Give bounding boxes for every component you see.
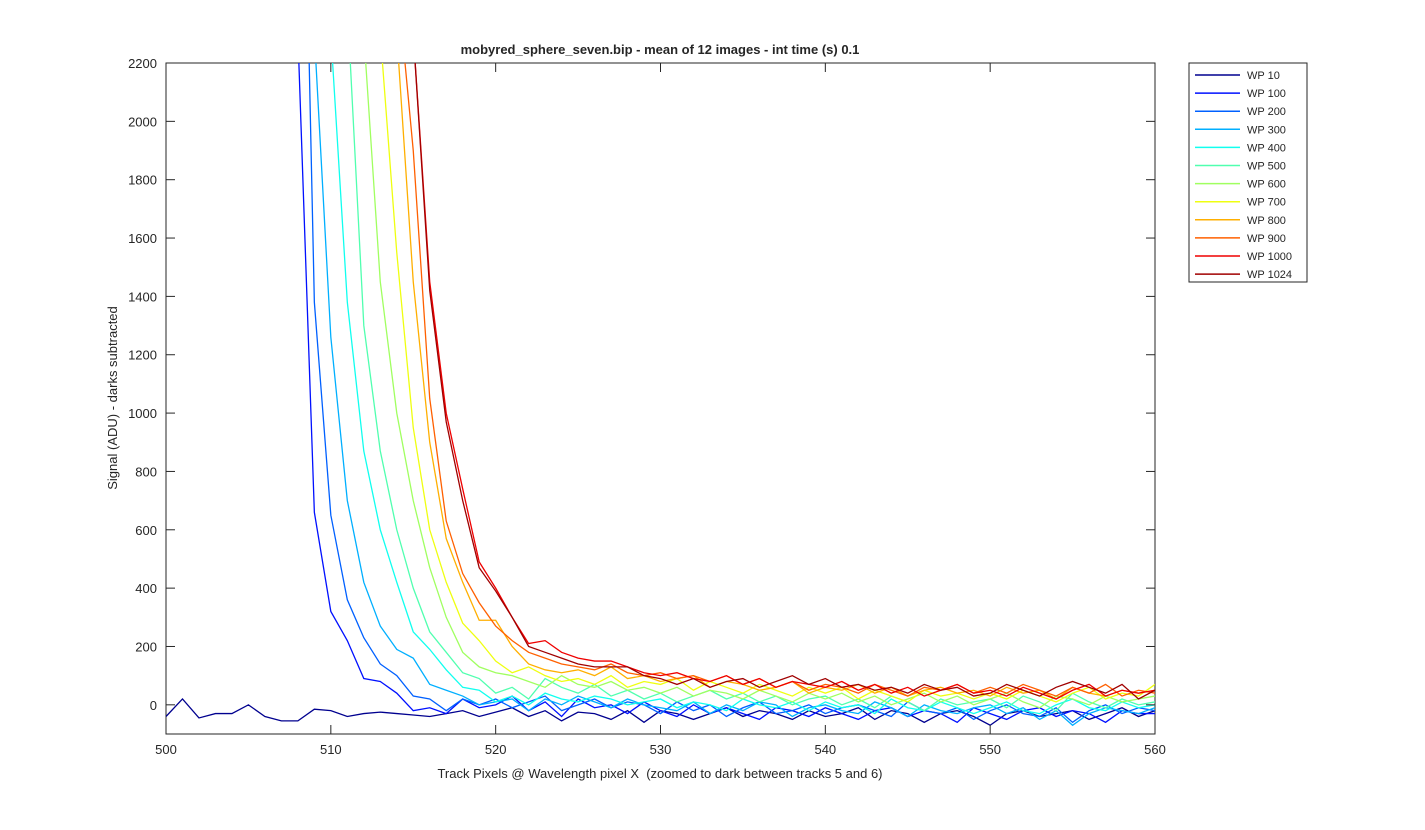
legend-label: WP 300: [1247, 124, 1286, 136]
series-line: [315, 63, 1155, 727]
x-tick-label: 550: [979, 742, 1001, 757]
legend-label: WP 400: [1247, 142, 1286, 154]
y-tick-label: 600: [135, 523, 157, 538]
y-tick-label: 800: [135, 464, 157, 479]
legend-label: WP 200: [1247, 106, 1286, 118]
x-tick-label: 510: [320, 742, 342, 757]
legend-label: WP 10: [1247, 70, 1280, 82]
series-line: [414, 63, 1155, 700]
series-line: [308, 63, 1155, 724]
legend-label: WP 1000: [1247, 251, 1292, 263]
x-axis-label: Track Pixels @ Wavelength pixel X (zoome…: [437, 766, 882, 781]
y-tick-label: 1600: [128, 231, 157, 246]
legend-label: WP 500: [1247, 161, 1286, 173]
plot-frame: [165, 62, 1156, 735]
legend-label: WP 700: [1247, 197, 1286, 209]
series-line: [414, 63, 1155, 700]
series-line: [331, 63, 1155, 715]
y-tick-label: 200: [135, 639, 157, 654]
y-tick-label: 1000: [128, 406, 157, 421]
y-axis-label: Signal (ADU) - darks subtracted: [105, 306, 120, 490]
series-line: [404, 63, 1155, 697]
legend-label: WP 1024: [1247, 269, 1292, 281]
chart-title: mobyred_sphere_seven.bip - mean of 12 im…: [461, 42, 860, 57]
x-tick-label: 560: [1144, 742, 1166, 757]
y-tick-label: 0: [150, 698, 157, 713]
x-tick-label: 520: [485, 742, 507, 757]
plot-lines: [166, 63, 1155, 727]
y-tick-label: 2200: [128, 56, 157, 71]
series-line: [365, 63, 1155, 709]
series-line: [298, 63, 1155, 724]
y-tick-label: 1200: [128, 348, 157, 363]
x-tick-label: 540: [814, 742, 836, 757]
x-tick-label: 500: [155, 742, 177, 757]
y-tick-label: 1800: [128, 173, 157, 188]
x-tick-label: 530: [650, 742, 672, 757]
legend-label: WP 800: [1247, 215, 1286, 227]
y-tick-label: 2000: [128, 114, 157, 129]
legend-label: WP 900: [1247, 233, 1286, 245]
legend-box: [1188, 62, 1308, 283]
legend-label: WP 100: [1247, 88, 1286, 100]
series-line: [398, 63, 1155, 700]
y-tick-label: 400: [135, 581, 157, 596]
legend-label: WP 600: [1247, 179, 1286, 191]
y-tick-label: 1400: [128, 289, 157, 304]
